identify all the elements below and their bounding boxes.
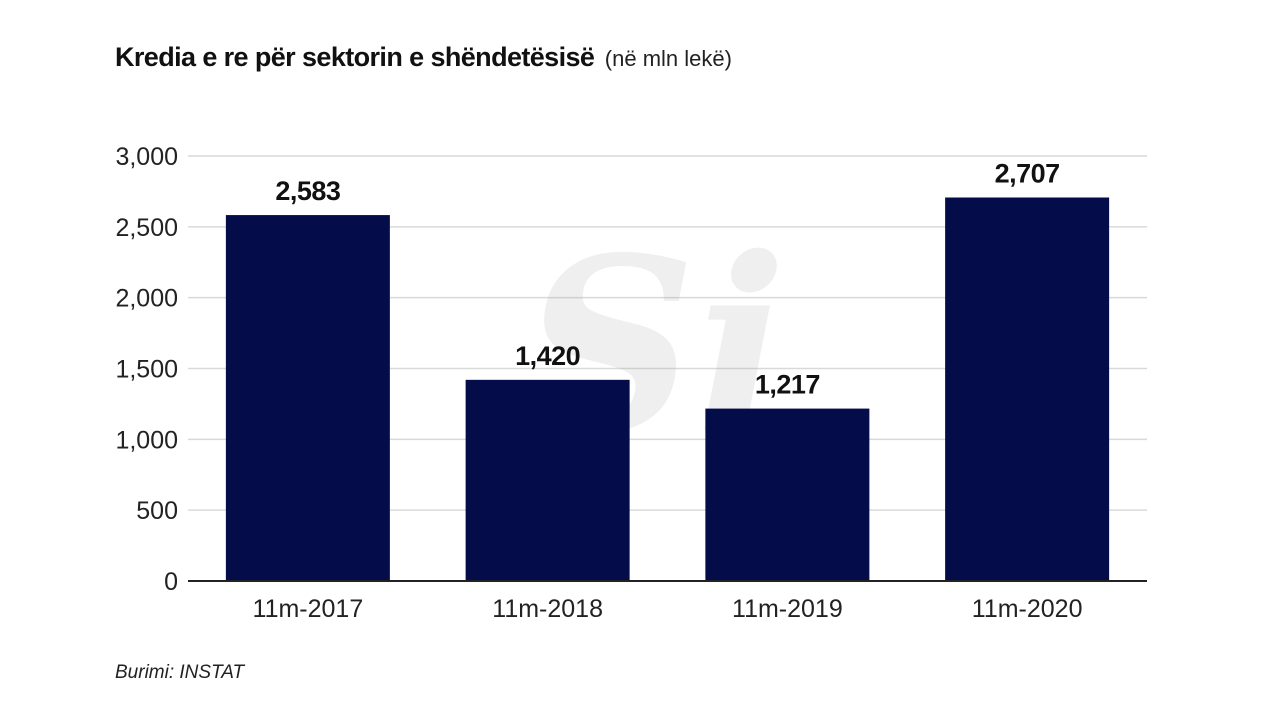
y-tick-label: 3,000	[115, 143, 178, 171]
y-tick-label: 2,000	[115, 285, 178, 313]
x-tick-label: 11m-2020	[972, 595, 1083, 623]
y-tick-label: 500	[136, 497, 178, 525]
chart-title: Kredia e re për sektorin e shëndetësisë	[115, 42, 595, 72]
data-label: 2,707	[995, 159, 1060, 189]
bars	[225, 197, 1110, 581]
y-tick-label: 2,500	[115, 214, 178, 242]
data-labels: 2,583 1,420 1,217 2,707	[275, 159, 1060, 400]
chart-title-row: Kredia e re për sektorin e shëndetësisë …	[115, 42, 732, 73]
bar-11m-2018	[465, 379, 630, 581]
bar-11m-2017	[225, 215, 390, 581]
data-label: 1,217	[755, 370, 820, 400]
y-tick-label: 1,500	[115, 356, 178, 384]
axes: 0 500 1,000 1,500 2,000 2,500 3,000 11m-2017 11m…	[115, 143, 1147, 623]
x-tick-label: 11m-2017	[253, 595, 364, 623]
data-label: 1,420	[515, 341, 580, 371]
x-tick-label: 11m-2018	[492, 595, 603, 623]
bar-11m-2019	[705, 408, 870, 581]
x-tick-label: 11m-2019	[732, 595, 843, 623]
chart-unit: (në mln lekë)	[604, 46, 732, 71]
y-tick-label: 0	[164, 568, 178, 596]
y-tick-label: 1,000	[115, 426, 178, 454]
bar-11m-2020	[945, 197, 1110, 581]
data-label: 2,583	[275, 176, 341, 206]
source-note: Burimi: INSTAT	[115, 662, 245, 683]
